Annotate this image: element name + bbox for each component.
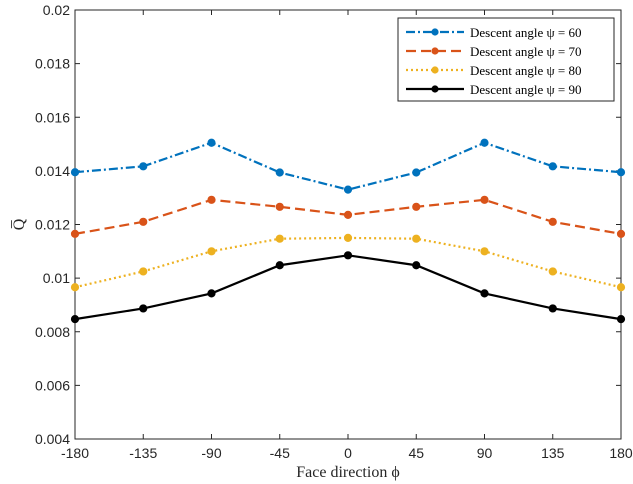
data-point	[548, 304, 557, 313]
data-point	[207, 138, 216, 147]
legend-marker	[431, 28, 439, 36]
x-tick-label: -180	[61, 445, 89, 461]
legend-entry: Descent angle ψ = 60	[406, 25, 582, 40]
data-point	[412, 202, 421, 211]
data-point	[207, 247, 216, 256]
data-point	[412, 261, 421, 270]
y-axis-label: Q̅	[10, 218, 28, 230]
data-point	[139, 162, 148, 171]
data-point	[412, 168, 421, 177]
data-point	[70, 229, 80, 238]
legend-label: Descent angle ψ = 70	[470, 44, 582, 59]
data-point	[616, 283, 626, 292]
data-point	[343, 233, 353, 243]
y-tick-label: 0.01	[43, 270, 70, 286]
legend-marker	[431, 66, 439, 74]
y-tick-label: 0.008	[35, 324, 70, 340]
data-point	[70, 168, 80, 177]
legend-entry: Descent angle ψ = 90	[406, 82, 582, 97]
y-tick-label: 0.004	[35, 431, 70, 447]
legend-entry: Descent angle ψ = 80	[406, 63, 582, 78]
data-point	[207, 289, 216, 298]
x-axis: -180 -135 -90 -45 0 45 90 135 180	[61, 10, 633, 461]
data-point	[480, 289, 489, 298]
y-tick-label: 0.016	[35, 109, 70, 125]
series-4	[70, 251, 626, 324]
legend-marker	[431, 85, 439, 93]
x-axis-label: Face direction ϕ	[296, 464, 400, 481]
data-point	[275, 202, 284, 211]
data-point	[275, 234, 284, 243]
data-point	[139, 304, 148, 313]
legend-marker	[431, 47, 439, 55]
data-point	[275, 261, 284, 270]
x-tick-label: 45	[408, 445, 424, 461]
legend-entry: Descent angle ψ = 70	[406, 44, 582, 59]
x-tick-label: -90	[201, 445, 221, 461]
x-tick-label: 0	[344, 445, 352, 461]
data-point	[139, 267, 148, 276]
data-point	[616, 315, 626, 324]
legend-label: Descent angle ψ = 90	[470, 82, 582, 97]
legend-label: Descent angle ψ = 80	[470, 63, 582, 78]
data-point	[139, 217, 148, 226]
data-point	[616, 229, 626, 238]
x-tick-label: -45	[270, 445, 290, 461]
data-point	[412, 234, 421, 243]
legend: Descent angle ψ = 60 Descent angle ψ = 70…	[397, 17, 615, 102]
data-point	[616, 168, 626, 177]
data-point	[343, 210, 353, 219]
data-point	[548, 217, 557, 226]
legend-label: Descent angle ψ = 60	[470, 25, 582, 40]
y-tick-label: 0.02	[43, 2, 70, 18]
y-axis: 0.004 0.006 0.008 0.01 0.012 0.014 0.016 0.018 0…	[35, 2, 621, 447]
series-2	[70, 195, 626, 238]
y-tick-label: 0.018	[35, 56, 70, 72]
data-point	[275, 168, 284, 177]
data-point	[548, 267, 557, 276]
data-point	[480, 247, 489, 256]
x-tick-label: 90	[477, 445, 493, 461]
data-point	[207, 195, 216, 204]
series-3	[70, 233, 626, 292]
data-point	[548, 162, 557, 171]
y-tick-label: 0.006	[35, 377, 70, 393]
data-point	[343, 251, 353, 260]
data-point	[480, 138, 489, 147]
y-tick-label: 0.012	[35, 217, 70, 233]
x-tick-label: 135	[541, 445, 565, 461]
x-tick-label: 180	[609, 445, 633, 461]
data-point	[480, 195, 489, 204]
x-tick-label: -135	[129, 445, 157, 461]
data-point	[70, 283, 80, 292]
data-point	[343, 185, 353, 194]
y-tick-label: 0.014	[35, 163, 70, 179]
data-point	[70, 315, 80, 324]
series-1	[70, 138, 626, 194]
series-layer	[70, 138, 626, 324]
